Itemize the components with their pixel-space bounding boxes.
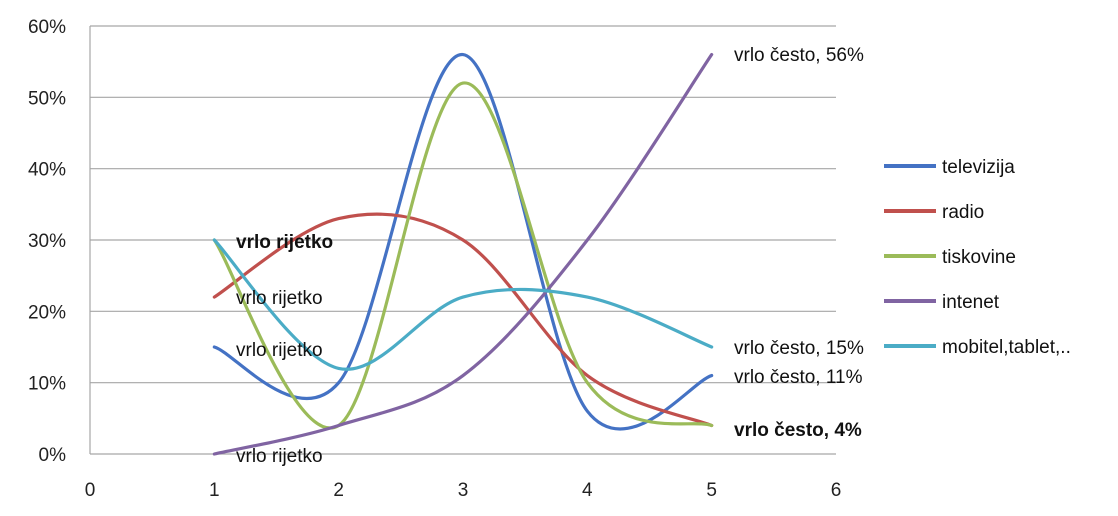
y-tick-label: 0% [39, 445, 67, 466]
x-tick-label: 0 [85, 480, 96, 501]
annotation-label: vrlo rijetko [236, 232, 333, 253]
x-tick-label: 3 [458, 480, 469, 501]
series-lines [212, 52, 714, 456]
series-line-radio [212, 212, 714, 428]
legend-label: tiskovine [942, 247, 1016, 268]
annotation-label: vrlo rijetko [236, 340, 323, 361]
annotation-label: vrlo često, 4% [734, 420, 862, 441]
annotation-label: vrlo često, 11% [734, 367, 863, 388]
x-tick-label: 6 [831, 480, 842, 501]
y-tick-label: 10% [28, 374, 66, 395]
annotation-label: vrlo često, 56% [734, 45, 864, 66]
series-line-intenet [212, 52, 714, 456]
y-tick-label: 50% [28, 88, 66, 109]
annotations: vrlo rijetko vrlo rijetko vrlo rijetko vrlo… [236, 45, 864, 467]
annotation-label: vrlo često, 15% [734, 338, 864, 359]
x-tick-label: 1 [209, 480, 220, 501]
y-tick-label: 60% [28, 17, 66, 38]
y-tick-label: 30% [28, 231, 66, 252]
annotation-label: vrlo rijetko [236, 288, 323, 309]
legend-label: intenet [942, 292, 1000, 313]
y-axis-ticks: 0% 10% 20% 30% 40% 50% 60% [28, 17, 66, 466]
series-line-tiskovine [212, 81, 714, 430]
legend-label: radio [942, 202, 984, 223]
y-tick-label: 20% [28, 302, 66, 323]
annotation-label: vrlo rijetko [236, 446, 323, 467]
legend-label: mobitel,tablet,.. [942, 337, 1071, 358]
series-line-mobitel-tablet [212, 238, 714, 371]
legend-label: televizija [942, 157, 1015, 178]
x-tick-label: 4 [582, 480, 593, 501]
legend: televizija radio tiskovine intenet mobitel,t… [884, 157, 1071, 358]
x-axis-ticks: 0 1 2 3 4 5 6 [85, 480, 842, 501]
x-tick-label: 2 [333, 480, 344, 501]
y-tick-label: 40% [28, 160, 66, 181]
x-tick-label: 5 [706, 480, 717, 501]
series-line-televizija [212, 52, 714, 431]
